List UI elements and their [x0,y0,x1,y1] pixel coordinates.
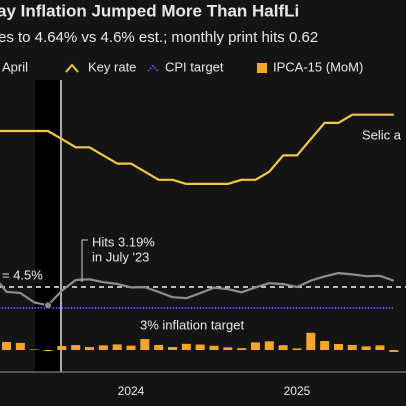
bar [223,347,233,350]
bar [57,346,67,350]
bar [278,345,288,350]
bar [292,348,302,350]
bar [333,343,343,350]
bar [181,343,191,350]
bar [167,347,177,350]
legend-swatch [147,64,159,72]
annotation: in July '23 [92,249,149,264]
bar [43,350,53,351]
bar [250,342,260,350]
annotation: Hits 3.19% [92,234,155,249]
x-tick-label: 2024 [118,384,145,398]
bar [320,341,330,350]
annotation: 3% inflation target [140,317,244,332]
chart-title: ay Inflation Jumped More Than HalfLi [0,1,299,20]
bar [389,350,399,352]
bar [306,332,316,350]
legend-label: CPI target [165,59,224,74]
bar [98,345,108,350]
legend-label: April [2,59,28,74]
legend-label: IPCA-15 (MoM) [273,59,363,74]
line [0,113,394,185]
bar [195,344,205,350]
line [0,272,395,307]
bar [154,344,164,350]
bar [126,345,136,350]
annotation: = 4.5% [2,267,43,282]
bar [112,344,122,350]
label-background [0,269,42,283]
bar [209,345,219,350]
annotation: Selic a [362,127,402,142]
x-tick-label: 2025 [284,384,311,398]
bar [264,341,274,350]
chart-subtitle: es to 4.64% vs 4.6% est.; monthly print … [0,29,318,46]
bar [29,349,39,350]
legend-label: Key rate [88,59,136,74]
legend-swatch [65,63,79,73]
legend-swatch [257,63,267,73]
bar [237,348,247,350]
bar [85,347,95,350]
bar [361,346,371,350]
leader-line [81,239,88,282]
bar [140,339,150,350]
highlight-band [35,80,60,372]
highlight-point [44,301,53,310]
bar [375,345,385,350]
bar [2,342,12,350]
bar [347,344,357,350]
bar [15,342,25,350]
bar [71,345,81,350]
